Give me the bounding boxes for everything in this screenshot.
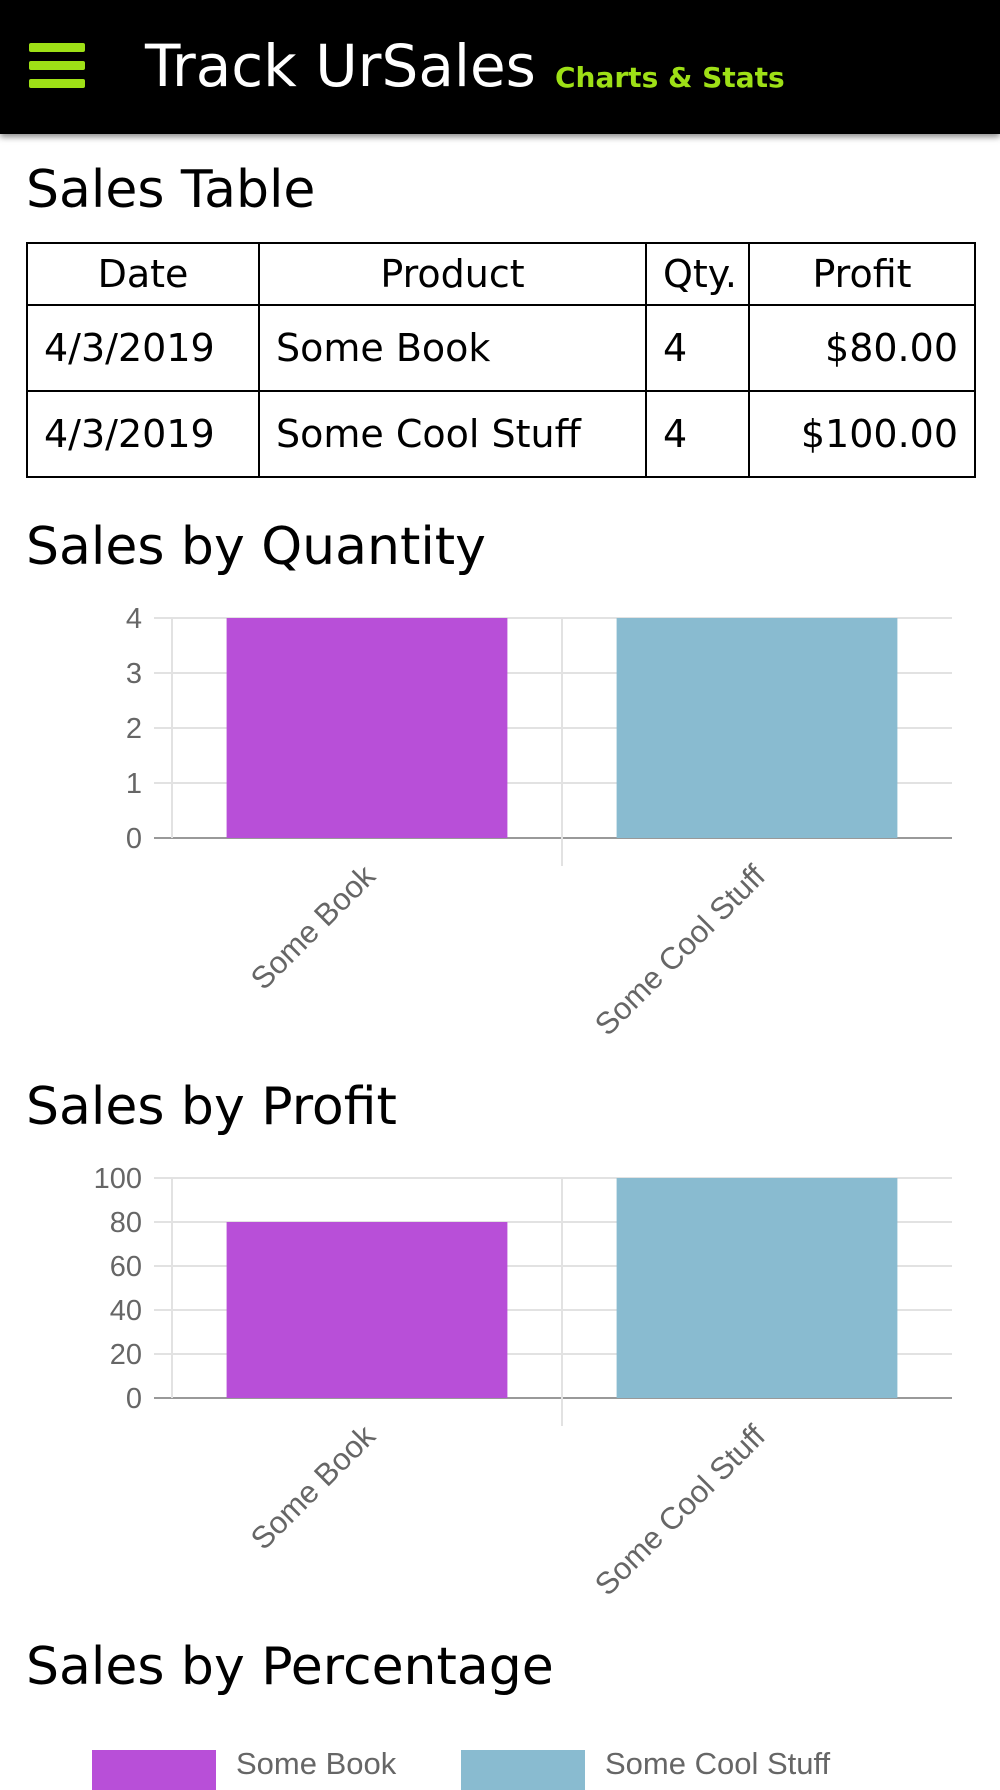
profit-y-tick-label: 60 [110, 1251, 142, 1283]
percentage-chart-title: Sales by Percentage [26, 1637, 554, 1697]
cell-qty: 4 [645, 304, 750, 392]
cell-date: 4/3/2019 [26, 390, 260, 478]
quantity-bar [226, 618, 508, 838]
legend-label: Some Cool Stuff [605, 1746, 831, 1781]
quantity-bar [616, 618, 898, 838]
cell-product: Some Cool Stuff [258, 390, 647, 478]
profit-bar [226, 1222, 508, 1398]
legend-label: Some Book [236, 1746, 397, 1781]
quantity-y-tick-label: 2 [126, 713, 142, 745]
profit-chart-svg: 0 20 40 60 80 100 Some Book Some Cool Stuff [94, 1163, 952, 1602]
cell-product: Some Book [258, 304, 647, 392]
profit-bar [616, 1178, 898, 1398]
profit-category-label: Some Cool Stuff [588, 1418, 772, 1602]
column-header-date: Date [26, 242, 260, 306]
cell-profit: $100.00 [748, 390, 976, 478]
column-header-profit: Profit [748, 242, 976, 306]
sales-table: Date Product Qty. Profit 4/3/2019 Some B… [26, 242, 976, 478]
column-header-product: Product [258, 242, 647, 306]
cell-qty: 4 [645, 390, 750, 478]
legend-swatch [92, 1750, 216, 1790]
quantity-y-tick-label: 0 [126, 823, 142, 855]
cell-profit: $80.00 [748, 304, 976, 392]
profit-y-tick-label: 100 [94, 1163, 142, 1195]
sales-table-title: Sales Table [26, 160, 316, 220]
profit-category-label: Some Book [244, 1418, 382, 1556]
quantity-chart: 0 1 2 3 4 Some Book Some Cool Stuff [0, 590, 1000, 1080]
table-row: 4/3/2019 Some Cool Stuff 4 $100.00 [26, 390, 976, 478]
column-header-qty: Qty. [645, 242, 750, 306]
table-row: 4/3/2019 Some Book 4 $80.00 [26, 304, 976, 392]
app-subtitle: Charts & Stats [555, 61, 785, 94]
quantity-category-label: Some Book [244, 858, 382, 996]
quantity-chart-title: Sales by Quantity [26, 517, 486, 577]
app-header: Track UrSales Charts & Stats [0, 0, 1000, 134]
profit-y-tick-label: 0 [126, 1383, 142, 1415]
hamburger-icon[interactable] [29, 43, 87, 89]
profit-chart-title: Sales by Profit [26, 1077, 397, 1137]
quantity-chart-svg: 0 1 2 3 4 Some Book Some Cool Stuff [126, 603, 952, 1042]
quantity-category-label: Some Cool Stuff [588, 858, 772, 1042]
quantity-y-tick-label: 4 [126, 603, 142, 635]
app-title: Track UrSales [145, 32, 536, 100]
profit-y-tick-label: 80 [110, 1207, 142, 1239]
profit-y-tick-label: 40 [110, 1295, 142, 1327]
table-header-row: Date Product Qty. Profit [26, 242, 976, 306]
quantity-y-tick-label: 3 [126, 658, 142, 690]
profit-chart: 0 20 40 60 80 100 Some Book Some Cool Stuff [0, 1150, 1000, 1640]
cell-date: 4/3/2019 [26, 304, 260, 392]
profit-y-tick-label: 20 [110, 1339, 142, 1371]
quantity-y-tick-label: 1 [126, 768, 142, 800]
legend-swatch [461, 1750, 585, 1790]
